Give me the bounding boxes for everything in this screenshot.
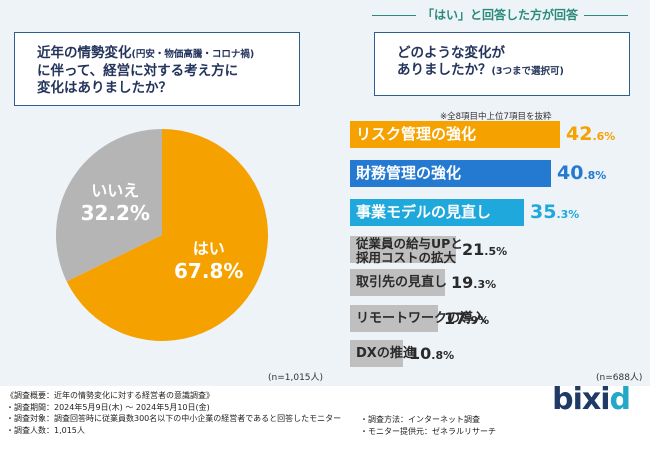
bar-2: 財務管理の強化 xyxy=(350,160,551,187)
bar-value-dec: .3% xyxy=(473,278,497,291)
survey-count: ・調査人数：1,015人 xyxy=(6,425,85,435)
bar-sample-size: (n=688人) xyxy=(596,373,643,383)
survey-provider: ・モニター提供元：ゼネラルリサーチ xyxy=(360,426,496,436)
bar-value-int: 19 xyxy=(451,273,474,292)
bar-3: 事業モデルの見直し xyxy=(350,199,524,226)
right-header: 「はい」と回答した方が回答 xyxy=(350,6,650,23)
right-question-line2: ありましたか？(3つまで選択可) xyxy=(397,62,629,80)
survey-method: ・調査方法：インターネット調査 xyxy=(360,415,480,424)
left-question-note: (円安・物価高騰・コロナ禍) xyxy=(131,49,255,60)
bar-value-dec: .5% xyxy=(484,245,508,258)
bar-label-line: リモートワークの導入 xyxy=(356,311,487,326)
left-question-main: 近年の情勢変化 xyxy=(37,45,132,61)
left-question-line3: 変化はありましたか？ xyxy=(37,80,172,96)
bar-label-line: 採用コストの拡大 xyxy=(356,250,457,265)
right-question-note: (3つまで選択可) xyxy=(491,66,564,77)
pie-slice-name: いいえ xyxy=(91,181,139,200)
bar-value: 17.9% xyxy=(444,305,489,334)
right-question-line1: どのような変化が xyxy=(397,45,505,61)
bar-label-line: 従業員の給与UPと xyxy=(356,236,463,251)
bar-7: DXの推進 xyxy=(350,340,416,367)
right-header-text: 「はい」と回答した方が回答 xyxy=(421,8,578,22)
bar-value-dec: .8% xyxy=(431,349,455,362)
pie-slice-no xyxy=(55,129,162,282)
survey-target: ・調査対象：調査回答時に従業員数300名以下の中小企業の経営者であると回答したモ… xyxy=(6,414,342,423)
bar-label: 取引先の見直し xyxy=(356,269,447,296)
pie-slice-value: 67.8% xyxy=(174,259,243,283)
bar-label: 従業員の給与UPと 採用コストの拡大 xyxy=(356,236,463,265)
left-question-line1: 近年の情勢変化(円安・物価高騰・コロナ禍) xyxy=(37,45,299,63)
bar-label-line: 取引先の見直し xyxy=(356,275,448,290)
bar-value: 19.3% xyxy=(451,269,496,298)
bar-label: リモートワークの導入 xyxy=(356,305,486,332)
bar-label: 事業モデルの見直し xyxy=(356,199,491,226)
bar-value-int: 42 xyxy=(566,123,593,145)
selection-note: ※全8項目中上位7項目を抜粋 xyxy=(440,112,552,122)
bar-label: 財務管理の強化 xyxy=(356,160,461,187)
bar-value: 42.6% xyxy=(566,121,615,150)
survey-period: ・調査期間：2024年5月9日(木) 〜 2024年5月10日(金) xyxy=(6,402,210,412)
bar-label-line: 事業モデルの見直し xyxy=(356,203,492,221)
footer: 《調査概要：近年の情勢変化に対する経営者の意識調査》 ・調査期間：2024年5月… xyxy=(0,385,650,450)
bar-value: 21.5% xyxy=(462,236,507,265)
logo-text: bixi xyxy=(552,382,610,417)
bar-value-dec: .3% xyxy=(556,208,580,221)
bar-label-line: DXの推進 xyxy=(356,346,416,361)
bar-value-int: 40 xyxy=(557,162,584,184)
bar-value-int: 35 xyxy=(530,201,557,223)
bar-value-int: 17 xyxy=(444,309,467,328)
bar-value-dec: .8% xyxy=(583,169,607,182)
pie-slice-value: 32.2% xyxy=(81,201,150,225)
left-question-box: 近年の情勢変化(円安・物価高騰・コロナ禍) に伴って、経営に対する考え方に 変化… xyxy=(14,32,300,106)
bar-value: 40.8% xyxy=(557,160,606,189)
bar-5: 取引先の見直し xyxy=(350,269,447,296)
bixid-logo: bixid xyxy=(552,385,631,415)
header-rule-right xyxy=(584,14,628,17)
bar-value-int: 10 xyxy=(409,344,432,363)
bar-value: 35.3% xyxy=(530,199,579,228)
bar-value-dec: .6% xyxy=(592,130,616,143)
survey-col2: ・調査方法：インターネット調査 ・モニター提供元：ゼネラルリサーチ xyxy=(360,414,496,437)
pie-slice-name: はい xyxy=(193,239,225,258)
left-question-line2: に伴って、経営に対する考え方に xyxy=(37,63,239,79)
bar-value-dec: .9% xyxy=(466,314,490,327)
pie-slice-yes xyxy=(66,129,268,342)
bar-label-line: リスク管理の強化 xyxy=(356,125,477,143)
header-rule-left xyxy=(371,14,416,17)
bar-1: リスク管理の強化 xyxy=(350,121,560,148)
bar-label-line: 財務管理の強化 xyxy=(356,164,462,182)
bar-label: DXの推進 xyxy=(356,340,416,367)
right-question-box: どのような変化が ありましたか？(3つまで選択可) xyxy=(374,32,630,96)
bar-label: リスク管理の強化 xyxy=(356,121,476,148)
bar-4: 従業員の給与UPと 採用コストの拡大 xyxy=(350,236,463,265)
right-question-main: ありましたか？ xyxy=(397,62,492,78)
survey-title: 《調査概要：近年の情勢変化に対する経営者の意識調査》 xyxy=(6,391,214,400)
logo-text-end: d xyxy=(609,382,632,417)
bar-6: リモートワークの導入 xyxy=(350,305,486,332)
pie-sample-size: (n=1,015人) xyxy=(268,373,324,383)
bar-value: 10.8% xyxy=(409,340,454,369)
bar-value-int: 21 xyxy=(462,240,485,259)
